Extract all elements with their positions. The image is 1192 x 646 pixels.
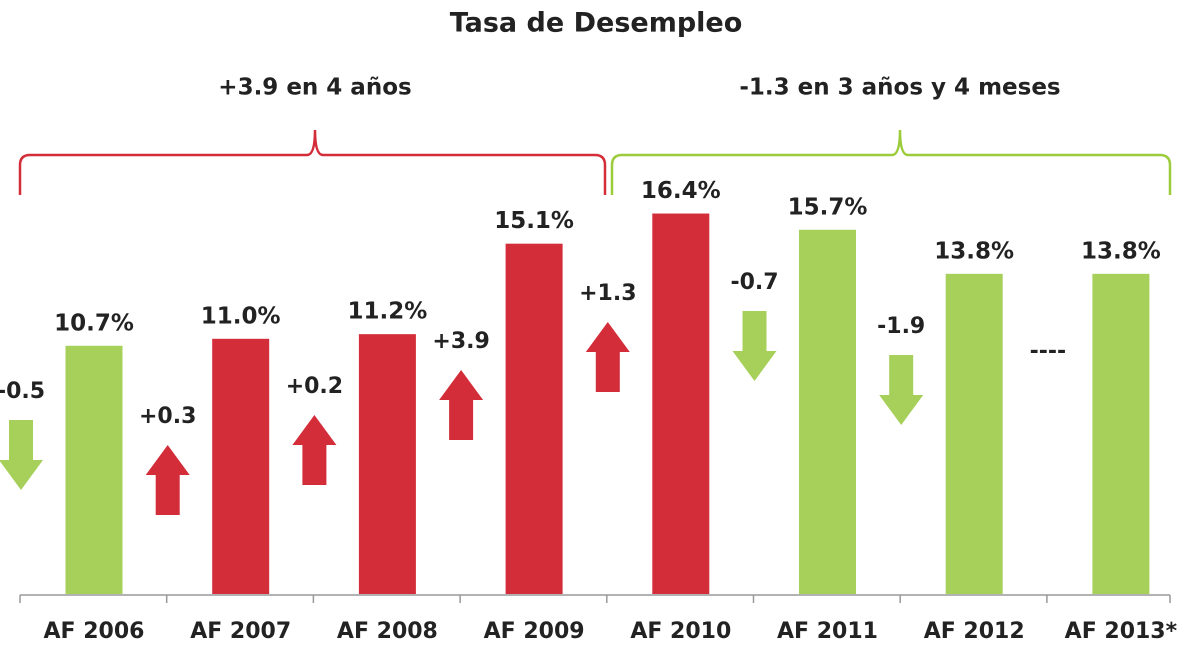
change-label: -1.9: [877, 314, 925, 339]
chart-title: Tasa de Desempleo: [450, 8, 743, 39]
value-label: 13.8%: [1081, 238, 1161, 264]
change-arrow: [732, 311, 777, 381]
change-label: ----: [1030, 339, 1067, 364]
brace: [610, 129, 1172, 195]
change-label: +0.3: [139, 404, 196, 429]
change-label: -0.5: [0, 379, 45, 404]
value-label: 15.7%: [788, 194, 868, 220]
bar: [212, 338, 270, 594]
annotation: -1.3 en 3 años y 4 meses: [739, 75, 1060, 101]
annotation: +3.9 en 4 años: [218, 75, 411, 101]
value-label: 15.1%: [494, 208, 574, 234]
x-tick-label: AF 2008: [337, 619, 438, 644]
x-tick-label: AF 2010: [630, 619, 731, 644]
bar: [65, 345, 123, 594]
bar: [945, 273, 1003, 594]
change-arrow: [145, 445, 190, 515]
change-arrow: [292, 415, 337, 485]
x-tick-label: AF 2007: [190, 619, 291, 644]
bar: [799, 229, 856, 594]
change-arrow: [0, 420, 43, 490]
bar: [652, 213, 710, 594]
x-tick-label: AF 2012: [924, 619, 1025, 644]
value-label: 11.0%: [201, 303, 281, 329]
change-label: -0.7: [730, 270, 778, 295]
bar: [1092, 273, 1150, 594]
bar: [505, 243, 563, 594]
change-label: +0.2: [286, 374, 343, 399]
change-arrow: [439, 370, 484, 440]
x-tick-label: AF 2006: [44, 619, 145, 644]
x-tick-label: AF 2013*: [1065, 619, 1178, 644]
change-label: +1.3: [579, 281, 636, 306]
brace: [18, 129, 607, 195]
value-label: 11.2%: [348, 299, 428, 325]
value-label: 13.8%: [934, 238, 1014, 264]
bar: [358, 334, 416, 594]
x-tick-label: AF 2011: [777, 619, 878, 644]
change-arrow: [585, 322, 630, 392]
value-label: 16.4%: [641, 178, 721, 204]
value-label: 10.7%: [54, 310, 134, 336]
x-tick-label: AF 2009: [484, 619, 585, 644]
change-arrow: [879, 355, 924, 425]
change-label: +3.9: [432, 329, 489, 354]
